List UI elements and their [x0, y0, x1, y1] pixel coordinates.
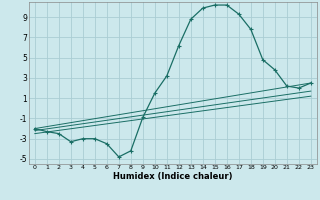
X-axis label: Humidex (Indice chaleur): Humidex (Indice chaleur) — [113, 172, 233, 181]
